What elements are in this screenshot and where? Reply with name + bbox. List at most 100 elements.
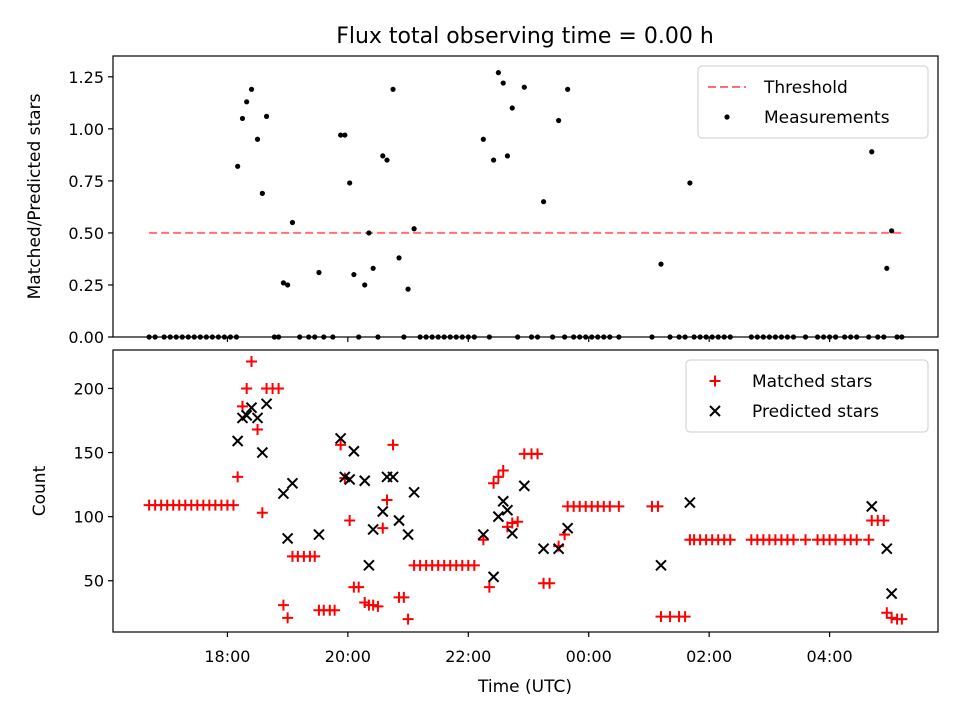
measurements-point [556, 117, 562, 124]
matched-stars-point [309, 550, 321, 562]
legend-predicted-stars-label: Predicted stars [752, 402, 879, 422]
predicted-stars-point [487, 571, 500, 583]
legend: Matched stars Predicted stars [685, 359, 929, 433]
predicted-stars-point [286, 477, 299, 490]
y-axis-label: Matched/Predicted stars [25, 93, 45, 299]
measurements-point [254, 136, 261, 142]
matched-stars-point [488, 477, 500, 489]
measurements-point [239, 115, 246, 122]
matched-stars-point [497, 464, 509, 476]
x-tick-label: 02:00 [686, 647, 732, 666]
matched-stars-point [353, 581, 365, 593]
measurements-point [540, 199, 547, 205]
predicted-stars-point [260, 398, 273, 410]
chart-title: Flux total observing time = 0.00 h [336, 24, 714, 49]
measurements-point [884, 265, 890, 271]
count-panel: 50 100 150 200 18:00 20:00 22:00 00:00 02:00 04:0… [30, 349, 939, 666]
y-tick-label: 0.75 [68, 172, 104, 191]
measurements-point [480, 136, 486, 142]
matched-stars-point [851, 534, 863, 546]
axes-frame [112, 349, 939, 633]
matched-stars-point [402, 613, 414, 625]
measurements-point [869, 149, 875, 155]
measurements-point [370, 265, 376, 271]
measurements-point [384, 157, 390, 163]
measurements-point [263, 113, 270, 119]
predicted-stars-point [655, 559, 667, 572]
matched-stars-point [544, 577, 556, 589]
predicted-stars-point [393, 514, 405, 527]
y-tick-label: 0.00 [68, 328, 104, 347]
legend-threshold-label: Threshold [763, 78, 848, 98]
matched-stars-point [277, 599, 289, 611]
measurements-point [509, 105, 515, 111]
measurements-point [338, 132, 344, 138]
matched-stars-point [372, 600, 384, 612]
matched-stars-point [241, 382, 253, 394]
matched-stars-point [724, 534, 736, 546]
predicted-stars-point [251, 412, 264, 424]
measurements-point [380, 153, 386, 159]
measurements-point [889, 228, 895, 234]
measurements-point [289, 219, 296, 226]
measurements-point [390, 86, 396, 92]
matched-stars-point [329, 604, 341, 616]
measurements-point [244, 99, 250, 105]
measurements-point [259, 190, 265, 196]
predicted-stars-point [537, 542, 550, 555]
predicted-stars-point [231, 435, 244, 447]
predicted-stars-point [492, 510, 505, 523]
predicted-stars-point [343, 473, 356, 486]
legend-matched-stars-swatch [709, 375, 721, 387]
measurements-point [504, 153, 511, 159]
measurements-point [658, 261, 664, 267]
predicted-stars-point [506, 527, 518, 540]
legend-box [697, 65, 929, 139]
matched-stars-point [387, 439, 399, 451]
matched-stars-point [886, 612, 898, 624]
predicted-stars-point [387, 471, 399, 483]
matched-stars-point [477, 534, 489, 546]
x-tick-label: 22:00 [445, 647, 491, 666]
measurements-point [405, 286, 411, 292]
measurements-point [362, 282, 368, 288]
matched-stars-point [468, 559, 480, 571]
predicted-stars-point [334, 432, 347, 445]
matched-stars-point [881, 607, 893, 619]
predicted-stars-point [885, 587, 898, 600]
matched-stars-point [377, 522, 389, 534]
matched-stars-point [344, 514, 356, 526]
measurements-point [495, 70, 502, 76]
matched-stars-point [896, 613, 908, 625]
measurements-point [351, 271, 357, 278]
y-tick-label: 50 [84, 572, 104, 591]
y-tick-label: 1.00 [68, 120, 104, 139]
predicted-stars-point [518, 480, 531, 492]
predicted-stars-point [367, 523, 379, 536]
legend-predicted-stars-swatch [709, 405, 721, 417]
predicted-stars-point [561, 522, 574, 534]
predicted-stars-point [881, 542, 893, 555]
matched-stars-point [227, 499, 239, 511]
measurements-point [235, 163, 241, 169]
matched-stars-point [512, 516, 524, 528]
matched-stars-point [483, 581, 495, 593]
matched-stars-point [878, 514, 890, 526]
measurements-point [565, 86, 571, 92]
predicted-stars-point [866, 500, 878, 513]
matched-stars-point [506, 517, 518, 529]
predicted-stars-point [245, 401, 258, 414]
measurements-point [342, 132, 348, 138]
matched-stars-point [256, 507, 268, 519]
y-tick-label: 1.25 [68, 68, 104, 87]
y-tick-label: 150 [73, 444, 104, 463]
legend: Threshold Measurements [697, 65, 929, 139]
x-tick-label: 20:00 [325, 647, 371, 666]
x-axis-label: Time (UTC) [477, 677, 572, 697]
predicted-stars-point [281, 532, 294, 545]
measurements-point [347, 180, 353, 186]
matched-stars-point [492, 471, 504, 483]
legend-measurements-label: Measurements [764, 108, 890, 128]
matched-stars-point [282, 612, 294, 624]
predicted-stars-point [363, 559, 375, 572]
